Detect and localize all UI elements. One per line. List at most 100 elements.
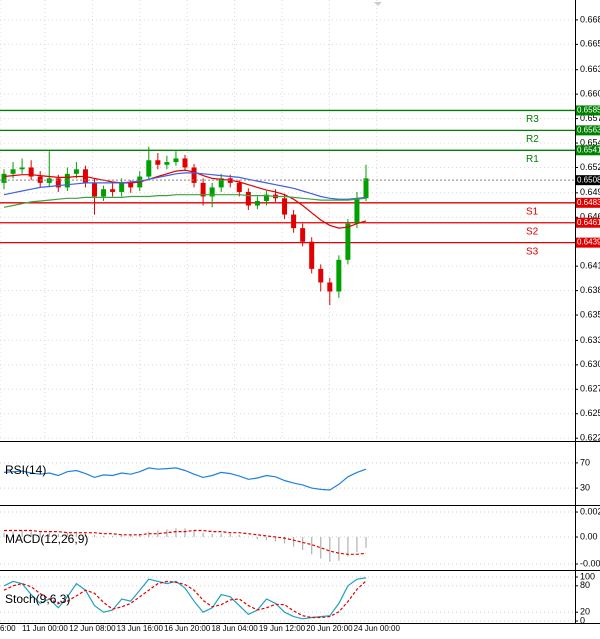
y-tick-label: 0.6549 xyxy=(580,137,600,147)
y-tick-label: 20 xyxy=(580,607,590,617)
y-tick-label: 0.6331 xyxy=(580,335,600,345)
candle-body xyxy=(73,169,79,174)
candle-body xyxy=(164,162,170,165)
candle-body xyxy=(64,173,70,188)
y-tick-label: 80 xyxy=(580,580,590,590)
y-tick-label: 0.663 xyxy=(580,64,600,74)
y-tick-label: 0 xyxy=(580,615,585,625)
y-tick-label: 0.6494 xyxy=(580,187,600,197)
macd-bar xyxy=(256,536,258,540)
candle-body xyxy=(55,178,61,188)
candle-body xyxy=(327,282,333,292)
candle-body xyxy=(19,167,25,170)
indicator-title: MACD(12,26,9) xyxy=(5,532,88,546)
candle-body xyxy=(291,214,297,229)
macd-bar xyxy=(112,535,114,537)
price-tag-label: 0.6541 xyxy=(577,145,600,154)
y-tick-label: -0.0025 xyxy=(580,558,600,568)
candle-body xyxy=(336,259,342,292)
y-tick-label: 70 xyxy=(580,457,590,467)
macd-bar xyxy=(21,530,23,537)
macd-bar xyxy=(12,531,14,537)
pivot-label: R2 xyxy=(526,134,539,145)
y-tick-label: 30 xyxy=(580,482,590,492)
candle-body xyxy=(345,223,351,260)
macd-bar xyxy=(48,532,50,537)
pivot-label: S1 xyxy=(526,206,539,217)
price-tag-label: 0.6483 xyxy=(577,198,600,207)
time-label: 18 Jun 04:00 xyxy=(211,624,258,633)
macd-bar xyxy=(329,536,331,562)
candle-body xyxy=(354,198,360,224)
macd-bar xyxy=(347,536,349,557)
macd-bar xyxy=(157,530,159,537)
y-tick-label: 0.625 xyxy=(580,408,600,418)
y-tick-label: 0.6223 xyxy=(580,433,600,443)
candle-body xyxy=(182,158,188,168)
candle-body xyxy=(110,189,116,192)
y-tick-label: 0.6359 xyxy=(580,309,600,319)
macd-bar xyxy=(338,536,340,561)
macd-bar xyxy=(247,536,249,538)
indicator-line xyxy=(3,577,367,620)
macd-bar xyxy=(130,534,132,537)
y-tick-label: 0.6603 xyxy=(580,89,600,99)
macd-bar xyxy=(166,529,168,537)
macd-bar xyxy=(220,533,222,537)
macd-bar xyxy=(66,532,68,537)
candle-body xyxy=(119,182,125,192)
macd-bar xyxy=(265,536,268,541)
macd-bar xyxy=(229,533,231,537)
price-tag-label: 0.6439 xyxy=(577,238,600,247)
macd-bar xyxy=(293,536,295,547)
pivot-label: R1 xyxy=(526,154,539,165)
macd-bar xyxy=(283,536,286,544)
macd-bar xyxy=(211,533,213,537)
pivot-label: S2 xyxy=(526,226,539,237)
macd-bar xyxy=(93,534,96,537)
indicator-line xyxy=(3,169,367,229)
indicator-title: Stoch(9,6,3) xyxy=(5,592,70,606)
y-tick-label: 0.6685 xyxy=(580,14,600,24)
indicator-line xyxy=(4,529,367,555)
candle-body xyxy=(155,160,161,165)
time-label: 16 Jun 20:00 xyxy=(164,624,211,633)
indicator-line xyxy=(3,172,367,200)
time-label: 6:00 xyxy=(0,624,16,633)
macd-bar xyxy=(202,532,204,537)
macd-bar xyxy=(175,528,177,537)
y-tick-label: 0.6304 xyxy=(580,359,600,369)
candle-body xyxy=(318,268,324,283)
candle-body xyxy=(300,228,306,242)
candle-body xyxy=(1,173,7,183)
y-tick-label: 0.6522 xyxy=(580,162,600,172)
time-label: 12 Jun 08:00 xyxy=(69,624,116,633)
price-tag xyxy=(576,105,600,116)
candle-body xyxy=(254,200,260,206)
candle-body xyxy=(282,198,288,215)
macd-bar xyxy=(3,532,5,537)
indicator-title: RSI(14) xyxy=(5,463,46,477)
candle-body xyxy=(245,191,251,206)
y-tick-label: 0.6467 xyxy=(580,212,600,222)
macd-bar xyxy=(274,536,277,542)
y-tick-label: 100 xyxy=(580,571,595,581)
y-tick-label: 0.6386 xyxy=(580,285,600,295)
indicator-line xyxy=(3,194,367,208)
macd-bar xyxy=(365,536,367,548)
time-label: 19 Jun 12:00 xyxy=(259,624,306,633)
time-label: 13 Jun 16:00 xyxy=(117,624,164,633)
pivot-label: S3 xyxy=(526,246,539,257)
macd-bar xyxy=(311,536,313,555)
time-label: 11 Jun 00:00 xyxy=(22,624,68,633)
macd-bar xyxy=(356,536,358,553)
y-tick-label: 0.6658 xyxy=(580,39,600,49)
candle-body xyxy=(236,182,242,192)
candle-body xyxy=(10,169,16,174)
macd-bar xyxy=(302,536,304,550)
candle-body xyxy=(309,241,315,269)
indicator-line xyxy=(3,467,367,491)
pivot-label: R3 xyxy=(526,114,539,125)
candle-body xyxy=(173,158,179,163)
